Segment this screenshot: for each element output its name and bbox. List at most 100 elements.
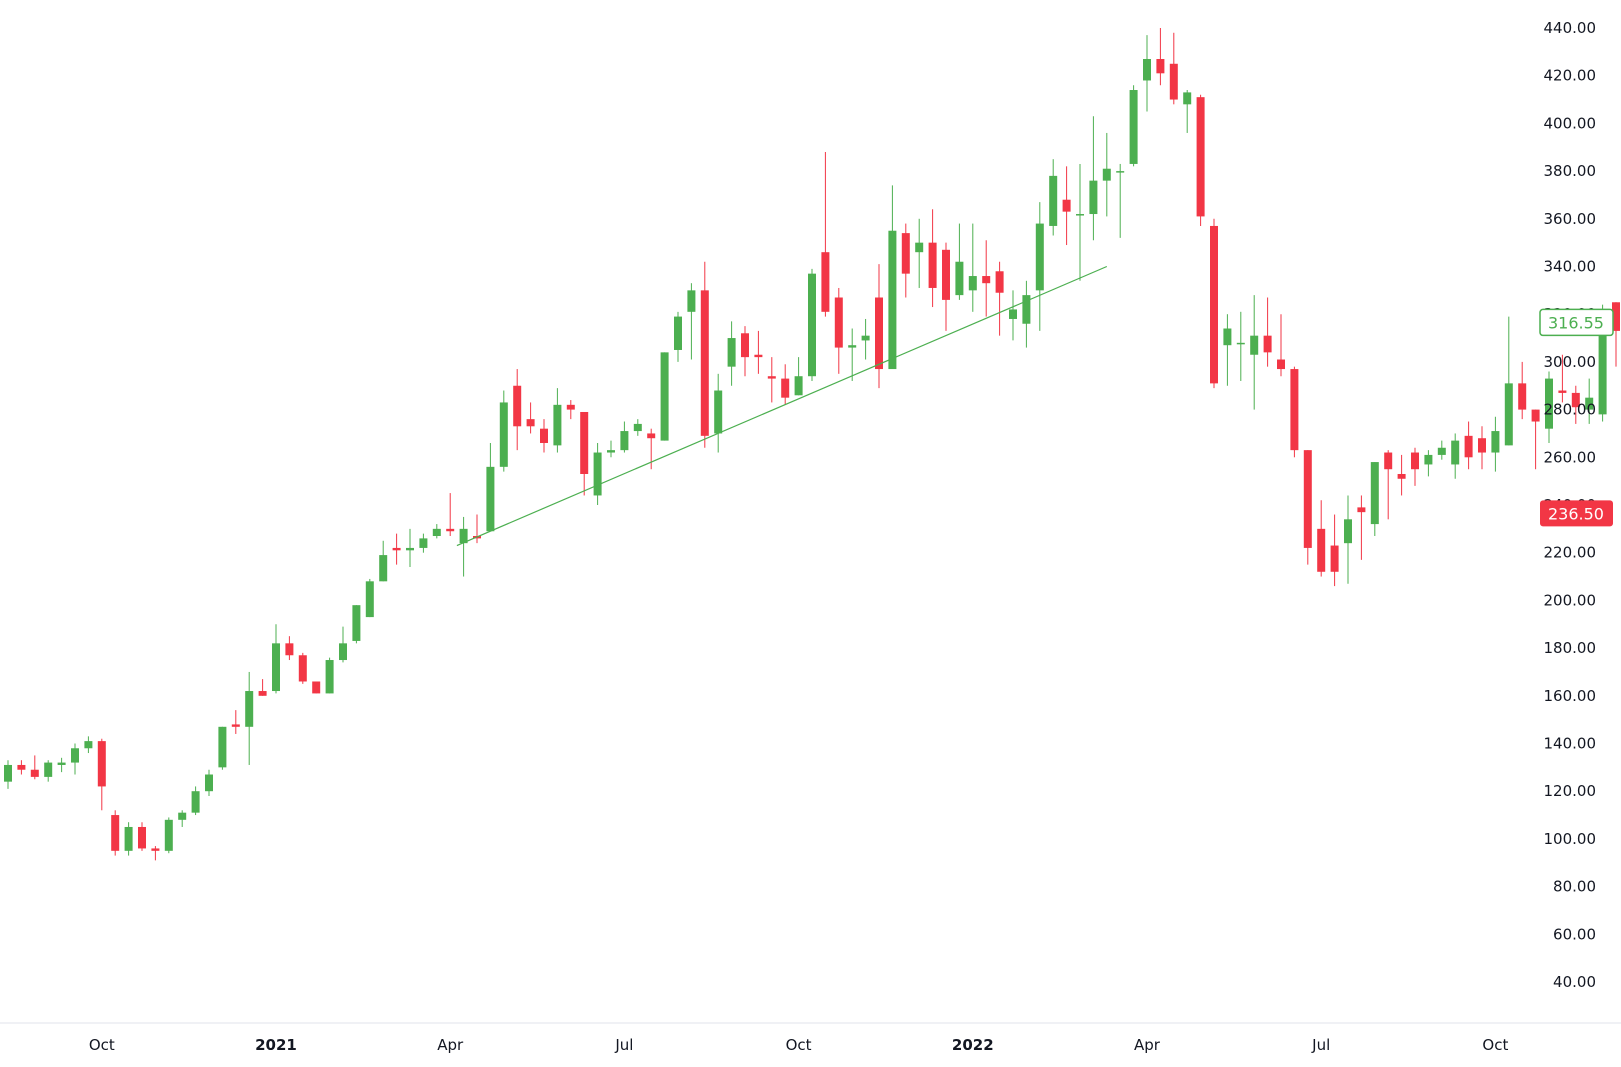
candle[interactable] [392,533,401,565]
candle[interactable] [714,373,723,453]
candle[interactable] [808,268,816,381]
candle[interactable] [151,846,160,861]
candle[interactable] [821,152,830,317]
candle[interactable] [419,533,428,553]
candle[interactable] [1317,500,1326,577]
candle[interactable] [1518,361,1527,420]
candle[interactable] [875,264,883,389]
candle[interactable] [1478,426,1486,470]
candle[interactable] [325,657,334,694]
candle[interactable] [71,743,79,775]
candle[interactable] [1451,433,1460,479]
candle[interactable] [687,283,696,360]
candle[interactable] [1585,378,1594,424]
candle[interactable] [298,652,307,684]
candle[interactable] [607,440,615,458]
candle[interactable] [205,769,213,796]
candle[interactable] [982,240,991,317]
trendline[interactable] [456,265,1108,547]
candle[interactable] [4,760,12,789]
candle[interactable] [593,442,602,505]
candle[interactable] [1076,163,1084,281]
candle[interactable] [1277,314,1285,377]
candle[interactable] [1545,371,1553,443]
candle[interactable] [1223,314,1232,386]
candle[interactable] [1102,132,1111,217]
candle[interactable] [499,390,508,472]
candle[interactable] [272,624,280,694]
candle[interactable] [781,364,790,405]
candle[interactable] [44,760,53,782]
candle[interactable] [633,419,642,436]
candle[interactable] [1183,90,1192,133]
candle[interactable] [258,679,267,696]
candle[interactable] [1344,495,1352,584]
candle[interactable] [245,671,254,765]
candle[interactable] [1196,94,1205,226]
candle[interactable] [942,242,950,331]
candle[interactable] [1424,450,1433,477]
candle[interactable] [459,516,468,577]
candle[interactable] [339,626,347,663]
time-axis[interactable]: Oct 2021 Apr Jul Oct 2022 Apr Jul Oct [89,1036,1509,1054]
candle[interactable] [754,330,763,374]
candle[interactable] [741,326,749,377]
candle[interactable] [1290,366,1299,458]
candle[interactable] [1531,409,1540,470]
candle[interactable] [365,578,374,618]
candle[interactable] [1464,421,1473,470]
candle[interactable] [178,810,187,827]
candle[interactable] [352,605,361,644]
candle[interactable] [834,287,843,374]
candle[interactable] [57,757,66,773]
candle[interactable] [915,218,924,288]
candle[interactable] [1370,462,1379,537]
candle[interactable] [1437,440,1446,460]
candle[interactable] [1156,28,1165,86]
candle[interactable] [1035,202,1044,331]
candle[interactable] [700,261,709,448]
candle[interactable] [1049,159,1058,236]
candle[interactable] [1022,280,1031,348]
candle[interactable] [1062,166,1071,246]
candle[interactable] [379,540,388,582]
candle[interactable] [553,388,562,453]
candle[interactable] [1558,354,1567,403]
candle[interactable] [861,318,870,360]
candle[interactable] [995,261,1004,336]
candle[interactable] [1129,85,1138,167]
candle[interactable] [1384,450,1393,520]
candle[interactable] [285,636,294,661]
candle[interactable] [231,710,240,734]
candle[interactable] [968,223,977,312]
candle[interactable] [1210,218,1218,389]
candle[interactable] [446,493,455,537]
candle[interactable] [1504,316,1513,446]
candle[interactable] [30,755,39,780]
candle[interactable] [513,369,522,451]
candle[interactable] [1303,450,1312,565]
candle[interactable] [566,400,575,420]
candle[interactable] [888,185,897,370]
candle[interactable] [218,726,227,770]
candle[interactable] [580,411,589,496]
candle[interactable] [138,822,146,851]
candle[interactable] [727,321,736,386]
candle[interactable] [1089,116,1098,241]
candle[interactable] [794,357,803,396]
candle[interactable] [1169,32,1178,105]
candle[interactable] [164,817,173,854]
candle[interactable] [124,822,133,856]
candle[interactable] [767,357,776,403]
candle[interactable] [486,442,495,532]
candle[interactable] [620,421,629,453]
candle[interactable] [848,328,857,381]
candle[interactable] [406,528,414,568]
candle[interactable] [1491,416,1500,472]
candle[interactable] [1236,311,1245,381]
candle[interactable] [1250,295,1259,410]
candle[interactable] [1612,302,1620,367]
candle[interactable] [540,419,548,453]
candle[interactable] [312,681,321,694]
candle[interactable] [1571,385,1580,424]
